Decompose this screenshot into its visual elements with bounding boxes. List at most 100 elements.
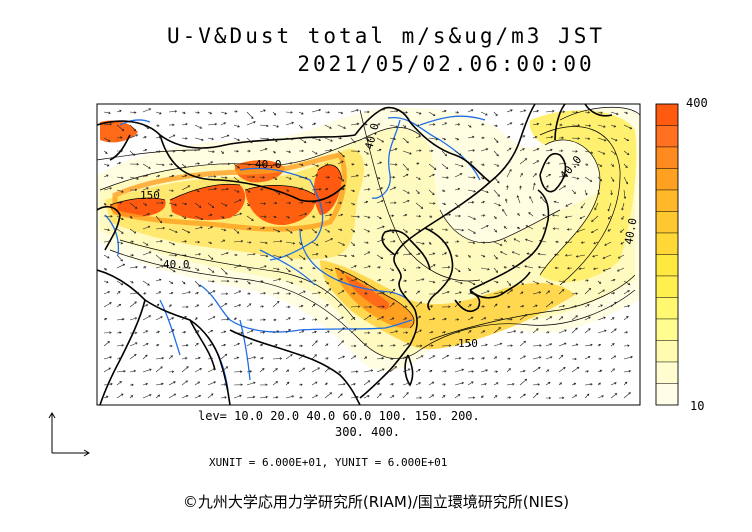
wind-arrow [233,239,244,243]
wind-arrow [513,238,521,243]
wind-arrow [207,381,217,386]
wind-arrow [441,395,446,399]
wind-arrow [207,280,215,283]
wind-arrow [350,395,359,399]
wind-arrow [259,109,266,113]
wind-arrow [168,174,175,178]
wind-arrow [506,136,511,139]
wind-arrow [363,174,370,178]
wind-arrow [324,124,332,129]
wind-arrow [233,163,240,169]
wind-arrow [415,124,420,127]
wind-arrow [129,353,137,360]
wind-arrow [558,136,564,140]
wind-arrow [571,292,579,295]
wind-arrow [259,368,265,373]
wind-arrow [610,317,615,321]
wind-arrow [155,278,162,282]
wind-arrow [129,202,138,209]
wind-arrow [103,331,112,334]
wind-arrow [529,195,534,204]
wind-arrow [207,343,213,347]
wind-arrow [350,109,359,113]
wind-arrow [246,241,252,244]
wind-arrow [480,200,485,204]
wind-arrow [493,267,499,273]
wind-arrow [519,355,526,360]
wind-arrow [623,189,627,200]
wind-arrow [142,304,149,308]
wind-arrow [454,300,462,308]
wind-arrow [519,378,528,386]
wind-arrow [441,241,449,244]
wind-arrow [608,215,612,220]
wind-arrow [402,189,410,194]
wind-arrow [597,176,603,182]
wind-arrow [168,370,175,373]
wind-arrow [503,239,508,243]
wind-arrow [480,163,485,166]
wind-arrow [402,124,407,128]
wind-arrow [220,215,225,219]
wind-arrow [623,392,631,399]
wind-arrow [376,254,384,260]
wind-arrow [220,162,231,166]
wind-arrow [116,303,122,308]
wind-arrow [593,267,599,270]
wind-arrow [545,301,554,308]
wind-arrow [584,176,593,182]
wind-arrow [155,150,161,153]
vector-units: XUNIT = 6.000E+01, YUNIT = 6.000E+01 [209,456,448,469]
wind-arrow [454,343,460,347]
colorbar-swatch [655,254,679,277]
wind-arrow [181,215,187,219]
wind-arrow [480,357,485,360]
wind-arrow [103,137,111,142]
wind-arrow [532,148,540,152]
wind-arrow [493,356,498,360]
wind-arrow [467,280,476,286]
wind-arrow [363,137,370,141]
wind-arrow [558,354,564,360]
wind-arrow [454,110,460,114]
wind-arrow [402,199,410,204]
wind-arrow [194,342,199,347]
wind-arrow [441,305,451,309]
wind-arrow [116,291,121,295]
wind-arrow [103,228,110,232]
wind-arrow [103,240,112,243]
wind-arrow [467,215,477,220]
wind-arrow [103,395,109,399]
wind-arrow [616,267,625,272]
wind-arrow [298,304,304,308]
wind-arrow [233,331,244,335]
wind-arrow [364,110,370,114]
wind-arrow [441,266,451,269]
wind-arrow [480,214,486,217]
wind-arrow [350,189,356,192]
wind-arrow [376,225,385,230]
wind-arrow [155,316,163,321]
wind-arrow [467,370,474,373]
wind-arrow [584,288,592,295]
wind-arrow [402,228,408,233]
wind-arrow [415,368,421,373]
wind-arrow [564,215,573,219]
wind-arrow [506,168,512,178]
wind-arrow [584,316,591,321]
wind-arrow [103,215,113,218]
wind-arrow [389,383,395,386]
wind-arrow [376,266,381,269]
wind-arrow [428,370,433,373]
wind-arrow [454,123,461,126]
wind-arrow [467,292,475,296]
wind-arrow [623,331,629,334]
wind-arrow [389,288,396,295]
wind-arrow [103,280,109,284]
wind-arrow [207,393,214,399]
wind-arrow [542,213,547,217]
wind-arrow [337,201,343,205]
wind-arrow [129,253,134,257]
wind-arrow [620,241,625,245]
wind-arrow [532,291,542,295]
